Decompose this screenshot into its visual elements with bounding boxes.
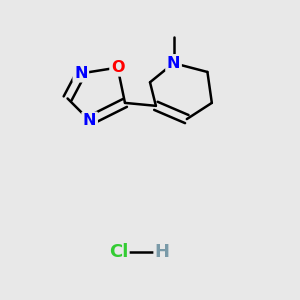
- Text: H: H: [154, 243, 169, 261]
- Text: Cl: Cl: [110, 243, 129, 261]
- Text: N: N: [167, 56, 180, 70]
- Text: O: O: [111, 60, 124, 75]
- Text: N: N: [83, 113, 96, 128]
- Text: N: N: [74, 66, 88, 81]
